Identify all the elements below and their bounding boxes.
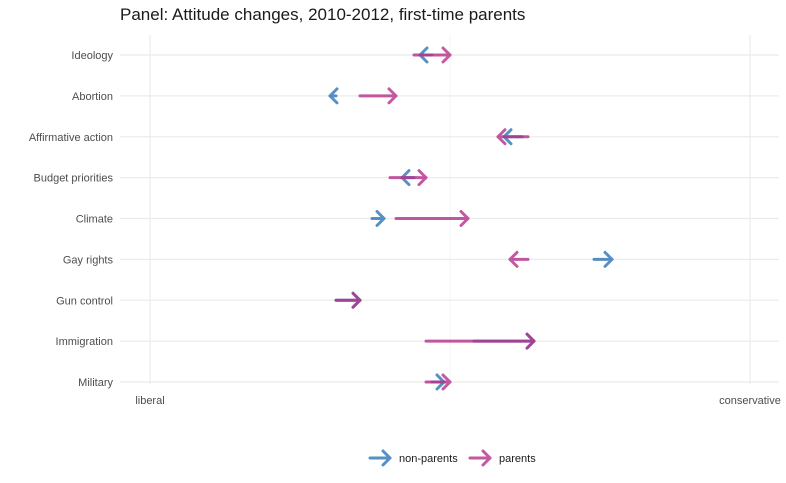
arrow-non-parents [592,250,614,268]
y-tick-label: Budget priorities [34,173,114,185]
y-tick-label: Gay rights [63,254,114,266]
y-tick-label: Military [78,377,113,389]
arrow-parents [388,169,428,187]
arrow-parents [508,250,530,268]
arrow-parents [334,291,362,309]
legend-key-parents [468,449,492,467]
legend-key-non-parents [368,449,392,467]
y-tick-label: Immigration [56,336,113,348]
y-tick-label: Affirmative action [29,132,113,144]
arrow-parents [394,210,470,227]
legend-item-parents: parents [468,449,536,467]
arrow-parents [412,46,452,64]
x-tick-label: conservative [719,395,781,407]
y-tick-label: Ideology [71,50,113,62]
arrow-parents [358,87,398,105]
arrow-non-parents [370,210,386,227]
chart-title: Panel: Attitude changes, 2010-2012, firs… [120,5,526,24]
legend-item-non-parents: non-parents [368,449,458,467]
arrow-parents [424,373,452,391]
y-tick-label: Gun control [56,295,113,307]
y-tick-label: Climate [76,214,113,226]
legend-label: parents [499,453,536,465]
y-tick-label: Abortion [72,91,113,103]
arrow-parents [496,128,530,146]
arrow-parents [424,332,536,350]
legend-label: non-parents [399,453,458,465]
arrow-non-parents [328,87,339,105]
x-tick-label: liberal [135,395,164,407]
